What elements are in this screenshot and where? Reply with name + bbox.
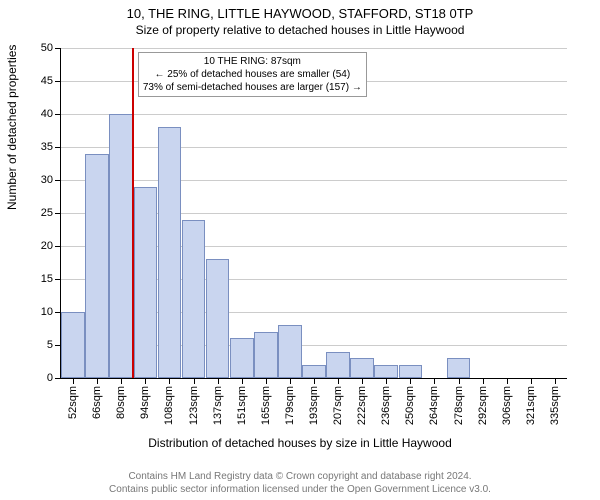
histogram-bar <box>230 338 254 378</box>
footer-line-1: Contains HM Land Registry data © Crown c… <box>0 470 600 483</box>
y-tick-label: 15 <box>41 273 53 285</box>
histogram-bar <box>350 358 374 378</box>
chart-container: 10, THE RING, LITTLE HAYWOOD, STAFFORD, … <box>0 0 600 500</box>
y-tick-label: 25 <box>41 207 53 219</box>
histogram-bar <box>399 365 423 378</box>
footer: Contains HM Land Registry data © Crown c… <box>0 470 600 496</box>
x-tick-label: 264sqm <box>428 386 440 425</box>
x-tick <box>218 378 219 384</box>
y-tick-label: 0 <box>47 372 53 384</box>
y-tick-label: 40 <box>41 108 53 120</box>
grid-line <box>61 180 567 181</box>
y-axis-label: Number of detached properties <box>5 45 19 210</box>
histogram-bar <box>254 332 278 378</box>
x-tick <box>266 378 267 384</box>
y-tick <box>55 180 61 181</box>
histogram-bar <box>61 312 85 378</box>
histogram-bar <box>134 187 158 378</box>
y-tick-label: 30 <box>41 174 53 186</box>
y-tick-label: 10 <box>41 306 53 318</box>
x-tick <box>483 378 484 384</box>
y-tick-label: 35 <box>41 141 53 153</box>
x-tick <box>121 378 122 384</box>
grid-line <box>61 147 567 148</box>
y-tick <box>55 48 61 49</box>
x-tick <box>145 378 146 384</box>
y-tick <box>55 213 61 214</box>
y-tick-label: 45 <box>41 75 53 87</box>
x-tick <box>362 378 363 384</box>
plot-area: 0510152025303540455052sqm66sqm80sqm94sqm… <box>60 48 567 379</box>
x-tick <box>169 378 170 384</box>
x-tick <box>97 378 98 384</box>
annotation-line-2: ← 25% of detached houses are smaller (54… <box>143 68 362 81</box>
x-tick-label: 278sqm <box>453 386 465 425</box>
y-tick <box>55 345 61 346</box>
chart-title: 10, THE RING, LITTLE HAYWOOD, STAFFORD, … <box>0 0 600 21</box>
x-tick-label: 335sqm <box>549 386 561 425</box>
y-tick-label: 20 <box>41 240 53 252</box>
y-tick-label: 50 <box>41 42 53 54</box>
y-tick <box>55 312 61 313</box>
x-tick <box>531 378 532 384</box>
y-tick <box>55 246 61 247</box>
x-tick-label: 207sqm <box>332 386 344 425</box>
x-tick-label: 179sqm <box>284 386 296 425</box>
x-tick-label: 292sqm <box>477 386 489 425</box>
x-tick-label: 250sqm <box>404 386 416 425</box>
y-tick <box>55 81 61 82</box>
x-axis-label: Distribution of detached houses by size … <box>0 436 600 450</box>
y-tick-label: 5 <box>47 339 53 351</box>
histogram-bar <box>85 154 109 378</box>
x-tick <box>386 378 387 384</box>
annotation-line-3: 73% of semi-detached houses are larger (… <box>143 81 362 94</box>
x-tick-label: 137sqm <box>212 386 224 425</box>
histogram-bar <box>447 358 471 378</box>
histogram-bar <box>326 352 350 378</box>
x-tick-label: 66sqm <box>91 386 103 419</box>
y-tick <box>55 114 61 115</box>
x-tick <box>194 378 195 384</box>
x-tick <box>242 378 243 384</box>
x-tick-label: 321sqm <box>525 386 537 425</box>
marker-line <box>132 48 134 378</box>
histogram-bar <box>158 127 182 378</box>
annotation-line-1: 10 THE RING: 87sqm <box>143 55 362 68</box>
x-tick-label: 94sqm <box>139 386 151 419</box>
x-tick <box>338 378 339 384</box>
x-tick-label: 165sqm <box>260 386 272 425</box>
y-tick <box>55 378 61 379</box>
histogram-bar <box>374 365 398 378</box>
histogram-bar <box>206 259 230 378</box>
x-tick-label: 306sqm <box>501 386 513 425</box>
chart-subtitle: Size of property relative to detached ho… <box>0 21 600 37</box>
x-tick-label: 222sqm <box>356 386 368 425</box>
x-tick-label: 108sqm <box>163 386 175 425</box>
footer-line-2: Contains public sector information licen… <box>0 483 600 496</box>
marker-annotation: 10 THE RING: 87sqm ← 25% of detached hou… <box>138 52 367 97</box>
histogram-bar <box>109 114 133 378</box>
histogram-bar <box>302 365 326 378</box>
x-tick <box>290 378 291 384</box>
x-tick-label: 193sqm <box>308 386 320 425</box>
x-tick <box>73 378 74 384</box>
x-tick <box>314 378 315 384</box>
histogram-bar <box>182 220 206 378</box>
x-tick-label: 151sqm <box>236 386 248 425</box>
x-tick <box>410 378 411 384</box>
histogram-bar <box>278 325 302 378</box>
x-tick-label: 52sqm <box>67 386 79 419</box>
y-tick <box>55 279 61 280</box>
x-tick <box>555 378 556 384</box>
grid-line <box>61 48 567 49</box>
grid-line <box>61 114 567 115</box>
x-tick-label: 123sqm <box>188 386 200 425</box>
y-tick <box>55 147 61 148</box>
x-tick <box>507 378 508 384</box>
x-tick <box>459 378 460 384</box>
x-tick-label: 236sqm <box>380 386 392 425</box>
x-tick-label: 80sqm <box>115 386 127 419</box>
x-tick <box>434 378 435 384</box>
